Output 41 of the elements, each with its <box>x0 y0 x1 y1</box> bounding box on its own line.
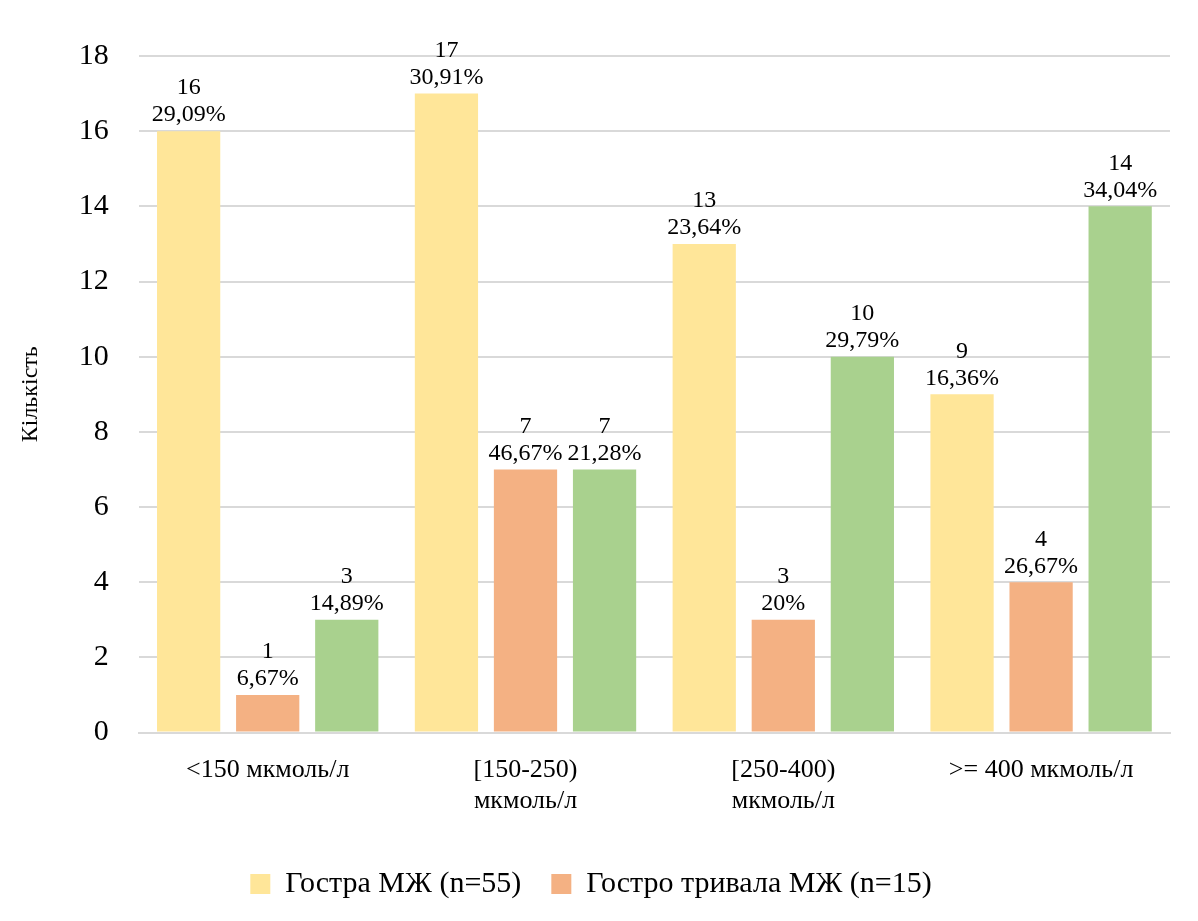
data-label: 9 16,36% <box>925 336 1000 390</box>
data-label: 14 34,04% <box>1083 148 1158 202</box>
bar <box>414 93 479 732</box>
y-tick-label: 8 <box>93 412 109 446</box>
data-label: 4 26,67% <box>1004 524 1079 578</box>
y-axis-title: Кількість <box>15 346 42 443</box>
data-label: 3 14,89% <box>309 562 384 616</box>
bar <box>930 394 994 732</box>
bar <box>315 619 379 732</box>
y-tick-label: 14 <box>78 187 109 221</box>
y-tick-label: 6 <box>93 487 109 521</box>
data-label: 17 30,91% <box>409 35 484 89</box>
x-tick-label: [250-400) мкмоль/л <box>731 754 836 815</box>
bar <box>572 469 637 732</box>
data-label: 7 21,28% <box>567 411 642 465</box>
bar <box>236 695 300 732</box>
legend-label: Гостро тривала МЖ (n=15) <box>586 864 932 899</box>
data-label: 1 6,67% <box>236 637 299 691</box>
bar <box>751 619 815 732</box>
x-tick-label: >= 400 мкмоль/л <box>948 754 1134 784</box>
y-tick-label: 12 <box>78 262 109 296</box>
legend-label: Гостра МЖ (n=55) <box>285 864 522 899</box>
y-tick-label: 0 <box>93 713 109 747</box>
y-tick-label: 18 <box>78 36 109 70</box>
bar <box>830 356 894 732</box>
data-label: 3 20% <box>761 562 806 616</box>
y-tick-label: 16 <box>78 112 109 146</box>
y-tick-label: 2 <box>93 638 109 672</box>
data-label: 16 29,09% <box>151 73 226 127</box>
y-tick-label: 10 <box>78 337 109 371</box>
bar <box>1009 582 1073 732</box>
bar <box>672 243 736 732</box>
data-label: 13 23,64% <box>667 186 742 240</box>
bar <box>157 131 221 732</box>
bar <box>1088 206 1152 732</box>
data-label: 10 29,79% <box>825 299 900 353</box>
bar <box>493 469 558 732</box>
y-tick-label: 4 <box>93 563 109 597</box>
x-tick-label: <150 мкмоль/л <box>186 754 350 784</box>
data-label: 7 46,67% <box>488 411 563 465</box>
x-tick-label: [150-250) мкмоль/л <box>473 754 578 815</box>
